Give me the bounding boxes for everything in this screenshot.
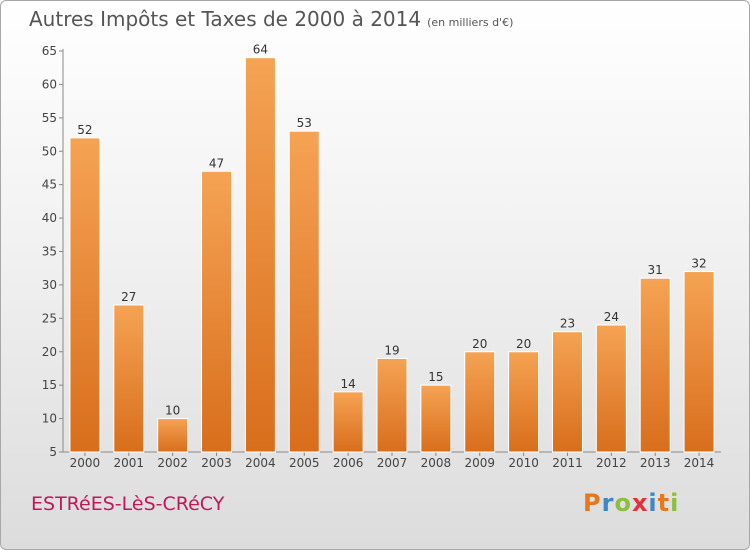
logo-letter: t — [657, 489, 671, 517]
data-label-2013: 31 — [648, 263, 663, 277]
y-tick-label: 60 — [42, 77, 57, 91]
data-label-2011: 23 — [560, 317, 575, 331]
data-label-2009: 20 — [472, 337, 487, 351]
x-tick-label-2001: 2001 — [114, 456, 145, 470]
data-label-2002: 10 — [165, 404, 180, 418]
y-tick-label: 50 — [42, 144, 57, 158]
logo-letter: r — [601, 489, 615, 517]
y-tick-label: 65 — [42, 44, 57, 58]
data-label-2012: 24 — [604, 310, 619, 324]
x-tick-label-2006: 2006 — [333, 456, 364, 470]
x-tick-label-2007: 2007 — [377, 456, 408, 470]
x-tick-label-2011: 2011 — [552, 456, 583, 470]
x-tick-label-2005: 2005 — [289, 456, 320, 470]
bar-2008 — [420, 384, 452, 453]
data-label-2014: 32 — [691, 257, 706, 271]
bar-2013 — [639, 277, 671, 453]
chart-title-text: Autres Impôts et Taxes de 2000 à 2014 — [29, 7, 422, 31]
x-tick-label-2003: 2003 — [201, 456, 232, 470]
data-label-2010: 20 — [516, 337, 531, 351]
y-tick-label: 25 — [42, 311, 57, 325]
logo-letter: o — [614, 489, 632, 517]
y-tick-label: 45 — [42, 178, 57, 192]
y-tick-label: 10 — [42, 412, 57, 426]
x-tick-label-2000: 2000 — [70, 456, 101, 470]
x-tick-label-2013: 2013 — [640, 456, 671, 470]
x-tick-label-2009: 2009 — [464, 456, 495, 470]
bar-2011 — [551, 331, 583, 453]
labels: 52 2000 27 2001 10 2002 47 2003 64 2004 53 2005 14 20… — [70, 43, 715, 470]
chart-subtitle: (en milliers d'€) — [427, 16, 514, 29]
data-label-2004: 64 — [253, 43, 268, 57]
x-tick-label-2010: 2010 — [508, 456, 539, 470]
bars — [69, 57, 715, 453]
bar-2014 — [683, 271, 715, 453]
x-tick-label-2004: 2004 — [245, 456, 276, 470]
proxiti-logo: Proxiti — [583, 489, 679, 517]
bar-2002 — [157, 418, 189, 453]
bar-2006 — [332, 391, 364, 453]
chart-title: Autres Impôts et Taxes de 2000 à 2014 (en… — [29, 7, 513, 31]
bar-2003 — [201, 170, 233, 453]
logo-letter: i — [670, 489, 680, 517]
y-tick-label: 30 — [42, 278, 57, 292]
y-tick-label: 15 — [42, 378, 57, 392]
bar-2005 — [288, 130, 320, 453]
y-tick-label: 20 — [42, 345, 57, 359]
bar-2001 — [113, 304, 145, 453]
x-tick-label-2014: 2014 — [684, 456, 715, 470]
bar-2007 — [376, 357, 408, 453]
bar-2009 — [464, 351, 496, 453]
data-label-2006: 14 — [340, 377, 355, 391]
data-label-2008: 15 — [428, 370, 443, 384]
bar-2004 — [244, 57, 276, 453]
logo-letter: x — [631, 489, 649, 517]
x-tick-label-2012: 2012 — [596, 456, 627, 470]
bar-2010 — [508, 351, 540, 453]
y-tick-label: 5 — [49, 445, 57, 459]
logo-letter: i — [648, 489, 658, 517]
bar-2000 — [69, 137, 101, 453]
logo-letter: P — [583, 489, 602, 517]
bar-2012 — [595, 324, 627, 453]
commune-name: ESTRéES-LèS-CRéCY — [31, 493, 225, 515]
y-tick-label: 55 — [42, 111, 57, 125]
y-tick-label: 40 — [42, 211, 57, 225]
x-tick-label-2008: 2008 — [421, 456, 452, 470]
y-tick-label: 35 — [42, 245, 57, 259]
data-label-2005: 53 — [297, 116, 312, 130]
data-label-2007: 19 — [384, 343, 399, 357]
axes: 5 10 15 20 25 30 35 40 45 50 55 60 65 — [42, 44, 721, 459]
data-label-2001: 27 — [121, 290, 136, 304]
x-tick-label-2002: 2002 — [157, 456, 188, 470]
data-label-2000: 52 — [77, 123, 92, 137]
data-label-2003: 47 — [209, 156, 224, 170]
